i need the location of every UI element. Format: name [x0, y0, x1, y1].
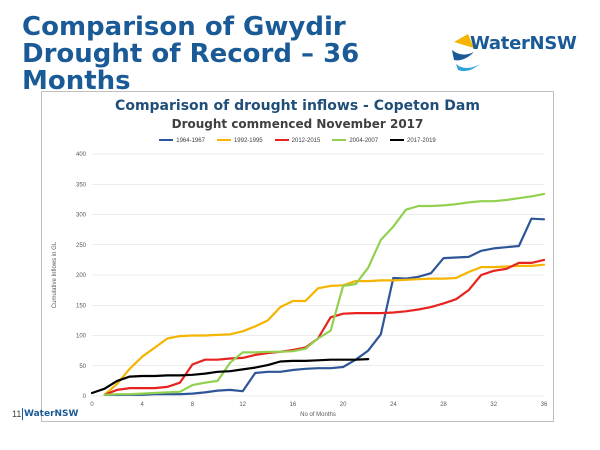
legend-item-1964-1967: 1964-1967 [159, 138, 205, 144]
y-tick-label: 400 [76, 152, 87, 158]
x-tick-label: 8 [191, 402, 195, 408]
slide-title-line2: Drought of Record – 36 Months [22, 39, 360, 96]
slide-title: Comparison of Gwydir Drought of Record –… [22, 14, 402, 95]
waternsw-logo-icon [452, 34, 480, 72]
legend-label: 2017-2019 [407, 138, 436, 144]
legend-label: 1964-1967 [176, 138, 205, 144]
series-line-2017-2019 [90, 358, 370, 395]
legend-swatch [159, 139, 174, 142]
x-tick-label: 28 [440, 402, 447, 408]
legend-item-1992-1995: 1992-1995 [216, 138, 263, 144]
y-tick-label: 200 [76, 273, 87, 279]
x-axis-label: No of Months [300, 412, 336, 418]
legend-label: 1992-1995 [233, 138, 263, 144]
legend-item-2017-2019: 2017-2019 [390, 138, 436, 144]
x-tick-label: 0 [90, 402, 94, 408]
series-line-1992-1995 [103, 263, 546, 396]
series-line-1964-1967 [103, 217, 546, 396]
legend-swatch [216, 139, 231, 142]
chart-subtitle: Drought commenced November 2017 [171, 117, 424, 131]
y-tick-label: 0 [83, 394, 87, 400]
legend-item-2004-2007: 2004-2007 [332, 138, 378, 144]
legend-item-2012-2015: 2012-2015 [274, 138, 321, 144]
y-tick-label: 250 [76, 243, 87, 249]
legend-label: 2012-2015 [291, 138, 321, 144]
x-tick-label: 36 [541, 402, 548, 408]
slide-title-line1: Comparison of Gwydir [22, 12, 346, 42]
x-tick-label: 4 [141, 402, 145, 408]
legend-swatch [332, 139, 347, 142]
legend-label: 2004-2007 [349, 138, 379, 144]
x-tick-label: 20 [340, 402, 347, 408]
chart-plot: 0 50 100 150 200 250 300 350 400 0 4 8 12 16 20 24 28 32 3… [52, 152, 548, 418]
chart-title: Comparison of drought inflows - Copeton … [115, 98, 480, 114]
legend-swatch [274, 139, 289, 142]
x-tick-label: 24 [390, 402, 397, 408]
y-tick-label: 300 [76, 213, 87, 219]
y-tick-label: 150 [76, 303, 87, 309]
y-tick-label: 100 [76, 334, 87, 340]
x-tick-label: 12 [239, 402, 246, 408]
logo-text: WaterNSW [470, 33, 577, 54]
chart-frame: Comparison of drought inflows - Copeton … [41, 91, 554, 422]
y-tick-label: 350 [76, 182, 87, 188]
legend-swatch [390, 139, 405, 142]
page-number: 11 [12, 409, 22, 419]
series-line-2012-2015 [103, 258, 546, 396]
chart-legend: 1964-1967 1992-1995 2012-2015 2004-2007 2017… [42, 138, 553, 144]
series-line-2004-2007 [103, 192, 546, 396]
footer-logo: WaterNSW [24, 409, 79, 419]
x-tick-label: 32 [490, 402, 497, 408]
x-tick-label: 16 [290, 402, 297, 408]
y-tick-label: 50 [79, 364, 86, 370]
footer-divider [22, 408, 23, 420]
y-axis-label: Cumulative Inflows in GL [52, 241, 58, 308]
